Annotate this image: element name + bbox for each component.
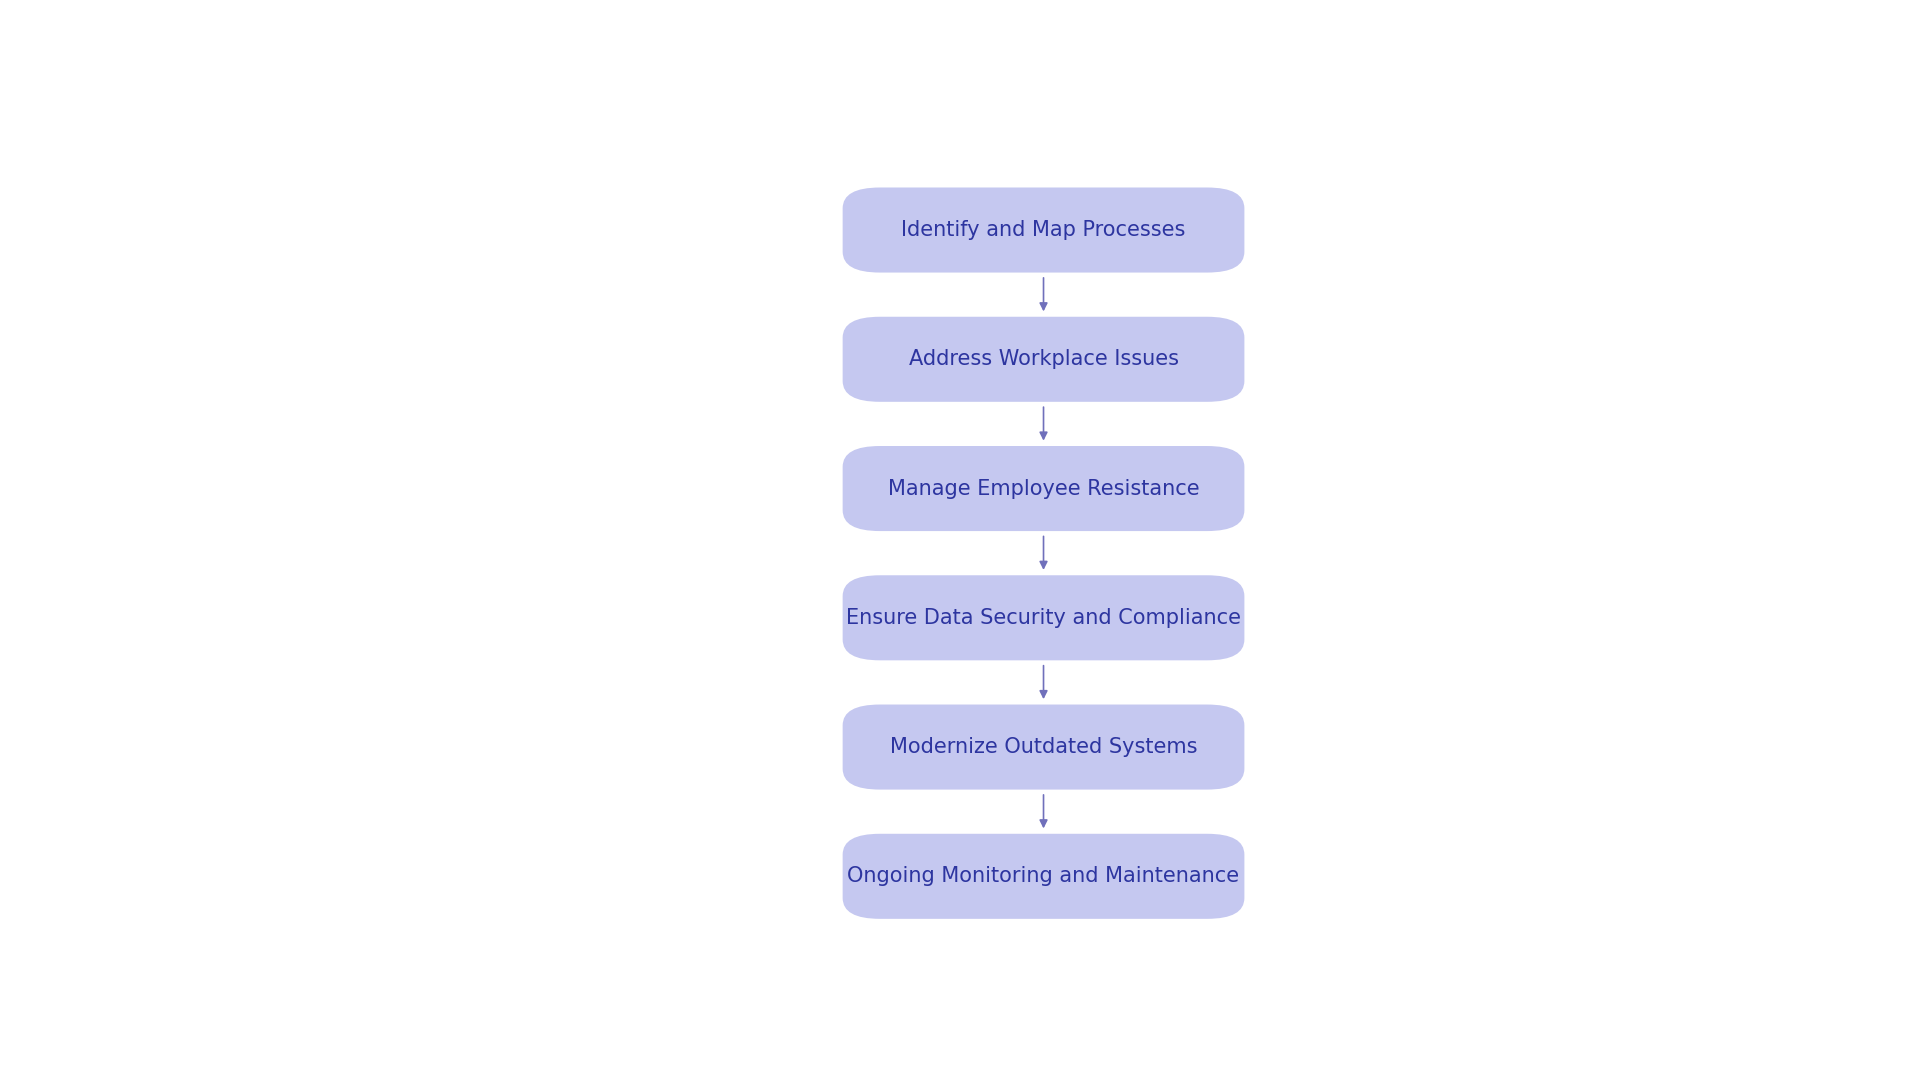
FancyBboxPatch shape (843, 316, 1244, 402)
Text: Modernize Outdated Systems: Modernize Outdated Systems (889, 738, 1198, 757)
FancyBboxPatch shape (843, 834, 1244, 918)
FancyBboxPatch shape (843, 446, 1244, 531)
Text: Manage Employee Resistance: Manage Employee Resistance (887, 479, 1200, 498)
Text: Ensure Data Security and Compliance: Ensure Data Security and Compliance (847, 608, 1240, 628)
FancyBboxPatch shape (843, 705, 1244, 790)
Text: Identify and Map Processes: Identify and Map Processes (900, 220, 1187, 240)
Text: Address Workplace Issues: Address Workplace Issues (908, 350, 1179, 369)
FancyBboxPatch shape (843, 575, 1244, 661)
FancyBboxPatch shape (843, 187, 1244, 273)
Text: Ongoing Monitoring and Maintenance: Ongoing Monitoring and Maintenance (847, 866, 1240, 886)
